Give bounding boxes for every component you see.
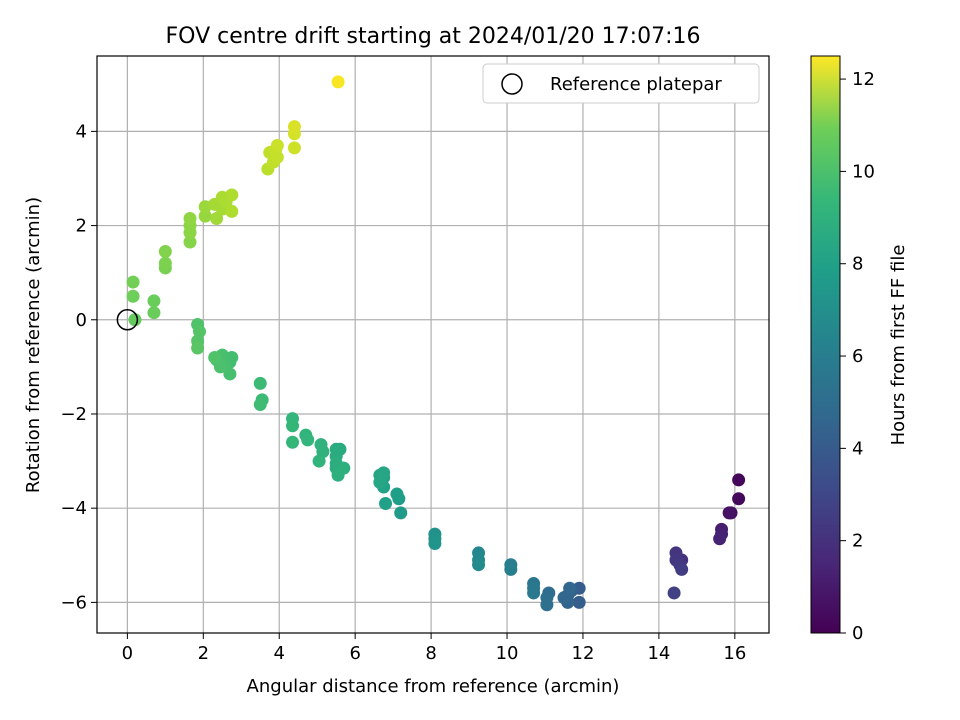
plot-frame — [96, 55, 770, 634]
data-point — [394, 506, 408, 520]
y-tick-label: −4 — [60, 498, 87, 519]
x-axis-ticks: 0 2 4 6 8 10 12 14 16 — [122, 633, 746, 664]
data-point — [504, 562, 518, 576]
data-point — [147, 294, 161, 308]
x-tick-label: 16 — [723, 643, 746, 664]
data-point — [225, 204, 239, 218]
y-axis-ticks: −6 −4 −2 0 2 4 — [60, 121, 97, 613]
legend-box — [482, 63, 760, 104]
colorbar-tick-label: 10 — [852, 161, 875, 182]
data-point — [722, 506, 736, 520]
data-point — [270, 138, 284, 152]
data-point — [147, 306, 161, 320]
colorbar — [810, 55, 841, 634]
colorbar-tick-label: 12 — [852, 69, 875, 90]
data-point — [563, 581, 577, 595]
y-tick-label: −6 — [60, 592, 87, 613]
data-point — [126, 289, 140, 303]
x-tick-label: 6 — [349, 643, 360, 664]
y-tick-label: 0 — [76, 310, 87, 331]
data-point — [270, 150, 284, 164]
data-point — [208, 350, 222, 364]
data-point — [287, 141, 301, 155]
data-point — [331, 75, 345, 89]
colorbar-tick-label: 0 — [852, 623, 863, 644]
data-point — [572, 595, 586, 609]
y-axis-label: Rotation from reference (arcmin) — [23, 197, 44, 493]
data-point — [223, 367, 237, 381]
data-point — [732, 473, 746, 487]
colorbar-tick-label: 4 — [852, 438, 863, 459]
data-point — [183, 235, 197, 249]
data-point — [540, 598, 554, 612]
data-point — [713, 532, 727, 546]
data-point — [527, 586, 541, 600]
data-point — [191, 341, 205, 355]
colorbar-label: Hours from first FF file — [888, 245, 909, 446]
data-point — [390, 487, 404, 501]
data-points — [126, 75, 746, 612]
data-point — [667, 586, 681, 600]
data-point — [253, 398, 267, 412]
x-tick-label: 8 — [425, 643, 436, 664]
reference-point — [116, 309, 139, 331]
data-point — [557, 591, 571, 605]
y-tick-label: −2 — [60, 404, 87, 425]
data-point — [286, 419, 300, 433]
data-point — [377, 466, 391, 480]
colorbar-ticks: 0 2 4 6 8 10 12 — [840, 69, 875, 644]
data-point — [198, 209, 212, 223]
grid — [97, 56, 769, 633]
legend-label: Reference platepar — [550, 74, 722, 95]
x-tick-label: 12 — [572, 643, 595, 664]
x-tick-label: 14 — [647, 643, 670, 664]
x-tick-label: 10 — [496, 643, 519, 664]
data-point — [472, 558, 486, 572]
y-tick-label: 2 — [76, 216, 87, 237]
data-point — [732, 492, 746, 506]
data-point — [210, 212, 224, 226]
colorbar-tick-label: 6 — [852, 346, 863, 367]
y-tick-label: 4 — [76, 121, 87, 142]
legend: Reference platepar — [482, 63, 760, 104]
data-point — [301, 433, 315, 447]
data-point — [428, 537, 442, 551]
data-point — [225, 188, 239, 202]
data-point — [183, 212, 197, 226]
x-tick-label: 2 — [198, 643, 209, 664]
data-point — [337, 461, 351, 475]
chart-title: FOV centre drift starting at 2024/01/20 … — [166, 24, 701, 49]
x-tick-label: 0 — [122, 643, 133, 664]
data-point — [287, 120, 301, 134]
data-point — [675, 562, 689, 576]
data-point — [312, 454, 326, 468]
colorbar-tick-label: 2 — [852, 531, 863, 552]
data-point — [286, 435, 300, 449]
x-tick-label: 4 — [274, 643, 285, 664]
colorbar-tick-label: 8 — [852, 254, 863, 275]
data-point — [158, 256, 172, 270]
legend-marker — [501, 73, 523, 95]
x-axis-label: Angular distance from reference (arcmin) — [247, 676, 620, 697]
data-point — [126, 275, 140, 289]
reference-marker — [116, 309, 139, 331]
data-point — [379, 496, 393, 510]
data-point — [128, 313, 142, 327]
data-point — [158, 244, 172, 258]
data-point — [253, 376, 267, 390]
